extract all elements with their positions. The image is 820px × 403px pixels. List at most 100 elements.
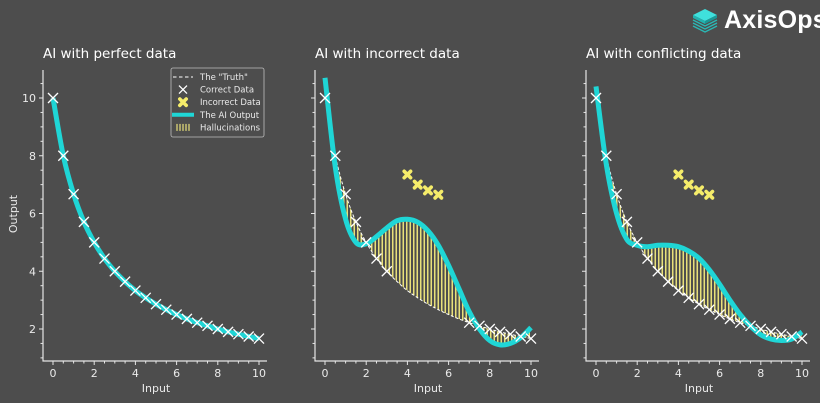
chart-panel-2: AI with incorrect data 0 2 4 6 8 10 Input xyxy=(311,46,539,395)
correct-data-marker xyxy=(171,309,183,321)
correct-data-marker xyxy=(340,188,352,200)
correct-data-marker xyxy=(611,188,623,200)
correct-data-marker xyxy=(484,323,496,335)
correct-data-marker xyxy=(88,236,100,248)
brand-logo: AxisOps xyxy=(692,6,820,35)
correct-data-marker xyxy=(621,216,633,228)
legend-item-label: Incorrect Data xyxy=(200,98,261,108)
correct-data-marker xyxy=(786,331,798,342)
correct-data-marker xyxy=(734,317,746,329)
correct-data-marker xyxy=(350,216,362,228)
x-tick-label: 6 xyxy=(173,367,180,380)
ai-output-line xyxy=(593,86,804,344)
y-tick-label: 10 xyxy=(22,92,36,105)
correct-data-marker xyxy=(57,150,69,162)
x-tick-label: 0 xyxy=(50,367,57,380)
correct-data-marker xyxy=(222,326,234,338)
correct-data-marker xyxy=(381,265,393,277)
correct-data-marker xyxy=(150,298,162,310)
correct-data-marker xyxy=(99,253,110,265)
correct-data-marker xyxy=(693,298,705,310)
correct-data-marker xyxy=(78,216,90,228)
incorrect-data-marker xyxy=(422,185,434,196)
brand-name: AxisOps xyxy=(724,6,820,34)
correct-data-marker xyxy=(631,236,643,248)
legend-incorrect-icon xyxy=(178,97,188,108)
correct-data-marker xyxy=(683,292,695,304)
correct-data-marker xyxy=(329,150,341,162)
correct-data-marker xyxy=(590,92,602,104)
x-tick-label: 10 xyxy=(252,367,266,380)
correct-data-marker xyxy=(600,150,612,162)
x-tick-label: 0 xyxy=(593,367,600,380)
correct-data-marker xyxy=(755,323,767,335)
x-tick-label: 6 xyxy=(716,367,723,380)
x-tick-label: 8 xyxy=(757,367,764,380)
chart-panel-3: AI with conflicting data 0 2 4 6 8 10 Input xyxy=(582,46,810,395)
correct-data-marker xyxy=(319,92,331,104)
chart-title: AI with perfect data xyxy=(43,46,176,62)
x-tick-label: 2 xyxy=(91,367,98,380)
correct-data-marker xyxy=(191,317,203,329)
correct-data-marker xyxy=(474,320,485,332)
correct-data-marker xyxy=(360,236,372,248)
correct-data-marker xyxy=(662,276,674,288)
correct-data-marker xyxy=(672,285,684,297)
y-tick-label: 4 xyxy=(29,265,36,278)
incorrect-data-marker xyxy=(433,189,444,200)
correct-data-marker xyxy=(745,320,756,332)
ai-output-line xyxy=(322,77,533,348)
correct-data-marker xyxy=(515,331,527,342)
correct-data-marker xyxy=(371,253,382,265)
correct-data-marker xyxy=(775,328,787,340)
correct-data-marker xyxy=(714,309,726,321)
x-tick-label: 10 xyxy=(795,367,809,380)
correct-data-marker xyxy=(160,304,172,316)
correct-data-marker xyxy=(724,313,736,325)
correct-data-marker xyxy=(181,313,193,325)
truth-line xyxy=(324,97,532,340)
correct-data-marker xyxy=(463,317,475,329)
legend-item-label: Correct Data xyxy=(200,86,254,96)
x-tick-label: 6 xyxy=(445,367,452,380)
correct-data-marker xyxy=(253,333,265,344)
correct-data-marker xyxy=(765,326,777,338)
x-tick-label: 4 xyxy=(132,367,139,380)
correct-data-marker xyxy=(202,320,213,332)
x-tick-label: 2 xyxy=(363,367,370,380)
correct-data-marker xyxy=(642,253,653,265)
x-tick-label: 4 xyxy=(404,367,411,380)
x-tick-label: 0 xyxy=(322,367,329,380)
x-tick-label: 4 xyxy=(675,367,682,380)
correct-data-marker xyxy=(68,188,80,200)
incorrect-data-marker xyxy=(673,169,684,180)
hallucination-region xyxy=(325,77,531,346)
incorrect-data-marker xyxy=(704,189,715,200)
x-tick-label: 10 xyxy=(524,367,538,380)
correct-data-marker xyxy=(494,326,506,338)
chart-title: AI with incorrect data xyxy=(315,46,460,62)
y-axis-label: Output xyxy=(7,194,20,233)
incorrect-data-marker xyxy=(412,179,423,190)
incorrect-data-marker xyxy=(693,185,705,196)
x-axis-label: Input xyxy=(142,382,171,395)
incorrect-data-marker xyxy=(683,179,694,190)
y-tick-label: 2 xyxy=(29,323,36,336)
correct-data-marker xyxy=(119,276,131,288)
correct-data-marker xyxy=(504,328,516,340)
legend-item-label: Hallucinations xyxy=(200,123,261,133)
correct-data-marker xyxy=(652,265,664,277)
y-tick-label: 8 xyxy=(29,150,36,163)
correct-data-marker xyxy=(243,331,255,342)
y-tick-label: 6 xyxy=(29,208,36,221)
correct-data-marker xyxy=(212,323,224,335)
correct-data-marker xyxy=(109,265,121,277)
hallucination-region xyxy=(596,86,802,341)
correct-data-marker xyxy=(525,333,537,344)
chart-panel-1: AI with perfect data 2 4 6 8 10 0 2 4 6 8 10 Input Ou… xyxy=(7,46,267,395)
legend-item-label: The AI Output xyxy=(199,111,260,121)
correct-data-marker xyxy=(129,285,141,297)
x-tick-label: 8 xyxy=(214,367,221,380)
correct-data-marker xyxy=(140,292,152,304)
